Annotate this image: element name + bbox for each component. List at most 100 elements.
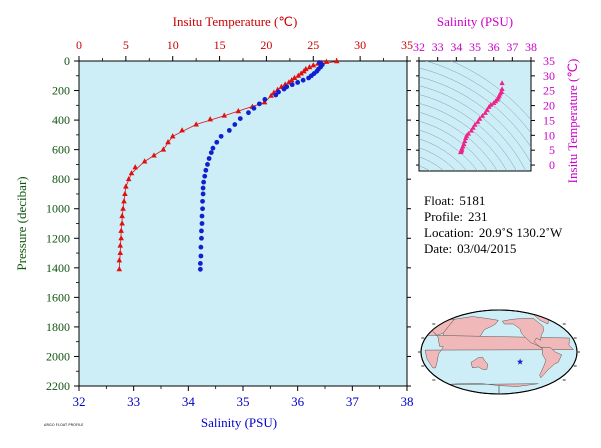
temperature-point bbox=[288, 77, 295, 83]
salinity-point bbox=[237, 116, 243, 122]
temperature-tick-label: 35 bbox=[401, 38, 413, 52]
temperature-tick-label: 0 bbox=[76, 38, 82, 52]
salinity-tick-label: 37 bbox=[346, 394, 360, 409]
date-value: 03/04/2015 bbox=[457, 241, 517, 256]
temperature-point bbox=[123, 183, 129, 189]
temperature-tick-label: 30 bbox=[354, 38, 366, 52]
ts-salinity-tick-label: 35 bbox=[469, 40, 481, 54]
map-land-group bbox=[424, 313, 574, 394]
temperature-point bbox=[119, 220, 125, 226]
salinity-tick-label: 32 bbox=[73, 394, 86, 409]
ts-temperature-tick-label: 10 bbox=[543, 128, 555, 142]
ts-temperature-tick-label: 25 bbox=[543, 84, 555, 98]
ts-point bbox=[475, 118, 481, 124]
ts-temperature-tick-label: 5 bbox=[549, 143, 555, 157]
temperature-tick-label: 25 bbox=[307, 38, 319, 52]
temperature-point bbox=[160, 146, 167, 152]
temperature-point bbox=[121, 198, 127, 204]
salinity-point bbox=[198, 244, 204, 250]
map-australia bbox=[470, 356, 488, 370]
salinity-point bbox=[200, 198, 205, 204]
salinity-point bbox=[251, 105, 257, 111]
float-label: Float: bbox=[424, 193, 455, 208]
pressure-tick-label: 0 bbox=[64, 54, 70, 68]
float-location-marker bbox=[516, 358, 524, 365]
salinity-point bbox=[262, 97, 268, 102]
pressure-tick-label: 2000 bbox=[46, 349, 70, 363]
salinity-point bbox=[208, 150, 214, 155]
temperature-point bbox=[310, 62, 317, 68]
temperature-point bbox=[120, 205, 126, 211]
ts-salinity-tick-label: 37 bbox=[506, 40, 518, 54]
ts-salinity-tick-label: 34 bbox=[450, 40, 462, 54]
salinity-point bbox=[203, 167, 209, 173]
temperature-point bbox=[165, 139, 171, 145]
salinity-point bbox=[289, 82, 295, 88]
temperature-salinity-profile-chart: 0200400600800100012001400160018002000220… bbox=[14, 14, 414, 430]
temperature-point bbox=[179, 127, 185, 133]
temperature-point bbox=[323, 58, 330, 64]
temperature-point bbox=[298, 70, 304, 76]
map-north-america bbox=[501, 318, 544, 349]
temperature-point bbox=[118, 235, 124, 241]
salinity-point bbox=[197, 266, 203, 272]
salinity-point bbox=[281, 86, 287, 92]
pressure-tick-label: 800 bbox=[52, 172, 70, 186]
salinity-point bbox=[300, 77, 306, 83]
ts-point bbox=[482, 110, 488, 115]
ts-temperature-tick-label: 20 bbox=[543, 99, 555, 113]
profile-value: 231 bbox=[468, 209, 488, 224]
temperature-point bbox=[141, 158, 148, 164]
salinity-point bbox=[199, 213, 205, 219]
temperature-point bbox=[117, 242, 124, 248]
ts-salinity-tick-label: 36 bbox=[488, 40, 500, 54]
salinity-point bbox=[206, 156, 212, 161]
ts-temperature-tick-label: 15 bbox=[543, 113, 555, 127]
temperature-point bbox=[116, 257, 123, 263]
pressure-tick-label: 1600 bbox=[46, 290, 70, 304]
salinity-point bbox=[214, 139, 220, 145]
salinity-point bbox=[198, 253, 204, 259]
temperature-point bbox=[169, 133, 176, 139]
salinity-tick-label: 38 bbox=[401, 394, 414, 409]
salinity-point bbox=[218, 133, 224, 139]
pressure-axis-label: Pressure (decibar) bbox=[14, 176, 29, 270]
world-map bbox=[418, 309, 580, 395]
salinity-point bbox=[201, 179, 207, 185]
ts-point bbox=[462, 138, 468, 144]
float-id-line: Float: 5181 bbox=[424, 193, 485, 209]
temperature-point bbox=[295, 72, 302, 78]
ts-salinity-tick-label: 38 bbox=[525, 40, 537, 54]
temperature-point bbox=[207, 116, 213, 122]
location-label: Location: bbox=[424, 225, 474, 240]
pressure-tick-label: 1400 bbox=[46, 261, 70, 275]
ts-diagram-chart: 32 33 34 35 36 37 38 Salinity (PSU) 051015202530… bbox=[413, 14, 580, 183]
temperature-point bbox=[128, 170, 135, 176]
pressure-tick-label: 1800 bbox=[46, 320, 70, 334]
ts-point bbox=[491, 100, 497, 106]
salinity-point bbox=[202, 173, 208, 179]
ts-point bbox=[463, 135, 469, 141]
ts-salinity-tick-label: 33 bbox=[432, 40, 444, 54]
ts-plot-area bbox=[418, 60, 532, 172]
pressure-tick-label: 400 bbox=[52, 113, 70, 127]
temperature-point bbox=[116, 266, 123, 272]
ts-point bbox=[472, 121, 478, 127]
salinity-point bbox=[199, 228, 204, 234]
temperature-tick-label: 15 bbox=[214, 38, 226, 52]
pressure-tick-label: 600 bbox=[52, 143, 70, 157]
temperature-point bbox=[291, 74, 298, 80]
ts-point bbox=[486, 104, 492, 109]
salinity-point bbox=[199, 221, 205, 226]
temperature-point bbox=[118, 227, 124, 233]
salinity-point bbox=[200, 191, 206, 197]
salinity-point bbox=[200, 185, 206, 191]
pressure-tick-label: 1000 bbox=[46, 202, 70, 216]
float-value: 5181 bbox=[459, 193, 486, 208]
plot-area bbox=[78, 60, 408, 387]
temperature-point bbox=[301, 68, 307, 74]
salinity-point bbox=[210, 145, 216, 151]
salinity-point bbox=[226, 128, 232, 133]
temperature-point bbox=[286, 79, 292, 85]
